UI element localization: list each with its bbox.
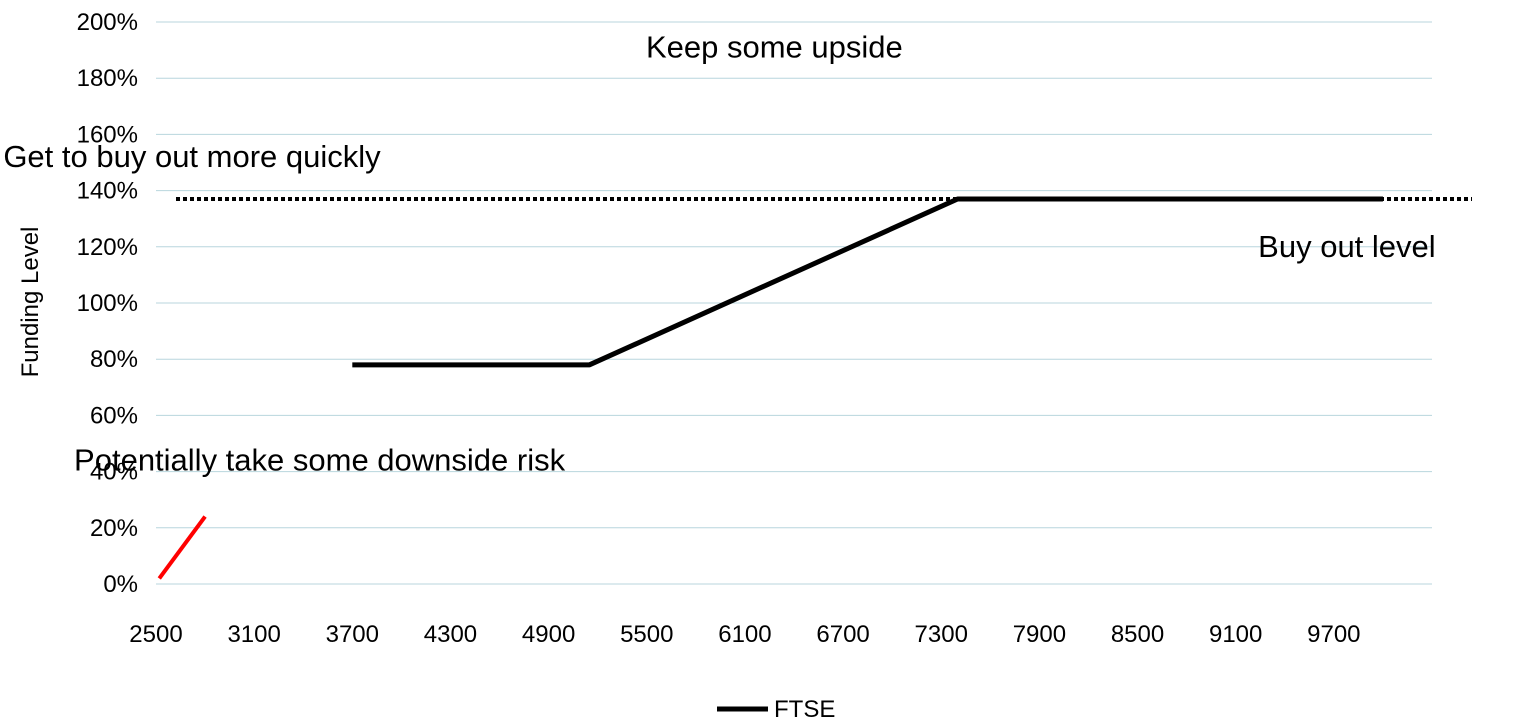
x-tick-label: 3700 xyxy=(326,621,379,648)
x-tick-label: 2500 xyxy=(129,621,182,648)
x-tick-label: 4900 xyxy=(522,621,575,648)
x-tick-label: 9700 xyxy=(1307,621,1360,648)
legend: FTSE xyxy=(717,696,835,721)
y-tick-label: 40% xyxy=(90,459,138,486)
legend-label-ftse: FTSE xyxy=(774,696,835,721)
x-tick-label: 6100 xyxy=(718,621,771,648)
y-tick-label: 20% xyxy=(90,515,138,542)
x-tick-label: 5500 xyxy=(620,621,673,648)
y-axis-label: Funding Level xyxy=(17,227,44,378)
gridlines xyxy=(156,21,1432,585)
y-tick-label: 60% xyxy=(90,402,138,429)
x-tick-label: 8500 xyxy=(1111,621,1164,648)
y-tick-label: 180% xyxy=(77,65,138,92)
x-tick-label: 7300 xyxy=(915,621,968,648)
y-tick-label: 140% xyxy=(77,178,138,205)
x-tick-label: 4300 xyxy=(424,621,477,648)
annotation: Buy out level xyxy=(1258,229,1436,264)
y-tick-label: 120% xyxy=(77,234,138,261)
annotation: Keep some upside xyxy=(646,29,903,64)
x-tick-label: 6700 xyxy=(816,621,869,648)
y-axis-tick-labels: 0% 20% 40% 60% 80% 100% 120% 140% 160% 180% 200% xyxy=(77,9,138,598)
red-line-segment xyxy=(157,515,207,580)
series-line-ftse xyxy=(352,196,1383,368)
annotations: Keep some upside Get to buy out more quic… xyxy=(3,29,1435,477)
y-tick-label: 0% xyxy=(103,571,138,598)
y-tick-label: 80% xyxy=(90,346,138,373)
x-tick-label: 7900 xyxy=(1013,621,1066,648)
x-tick-label: 3100 xyxy=(227,621,280,648)
x-axis-tick-labels: 2500 3100 3700 4300 4900 5500 6100 6700 7300 7900… xyxy=(129,621,1360,648)
annotation: Potentially take some downside risk xyxy=(74,442,566,477)
annotation: Get to buy out more quickly xyxy=(3,139,381,174)
x-tick-label: 9100 xyxy=(1209,621,1262,648)
series-lines xyxy=(157,196,1472,580)
y-tick-label: 200% xyxy=(77,9,138,36)
y-tick-label: 160% xyxy=(77,121,138,148)
y-tick-label: 100% xyxy=(77,290,138,317)
